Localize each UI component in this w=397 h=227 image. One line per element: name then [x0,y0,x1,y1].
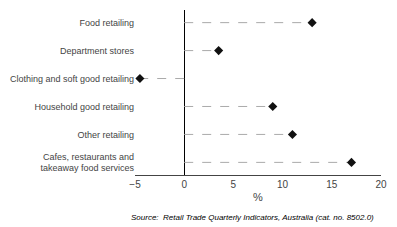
svg-text:Other retailing: Other retailing [77,130,134,140]
svg-text:Food retailing: Food retailing [79,18,134,28]
svg-text:−5: −5 [129,179,141,190]
svg-text:%: % [253,191,263,203]
svg-text:Source: Retail Trade Quarterl: Source: Retail Trade Quarterly Indicator… [131,213,374,222]
svg-text:Department stores: Department stores [60,46,135,56]
svg-text:20: 20 [375,179,387,190]
svg-text:0: 0 [181,179,187,190]
svg-text:Household good retailing: Household good retailing [34,102,134,112]
svg-text:15: 15 [326,179,338,190]
svg-text:10: 10 [277,179,289,190]
svg-text:Cafes, restaurants andtakeaway: Cafes, restaurants andtakeaway food serv… [40,152,134,174]
svg-text:5: 5 [231,179,237,190]
svg-text:Clothing and soft good retaili: Clothing and soft good retailing [10,74,134,84]
